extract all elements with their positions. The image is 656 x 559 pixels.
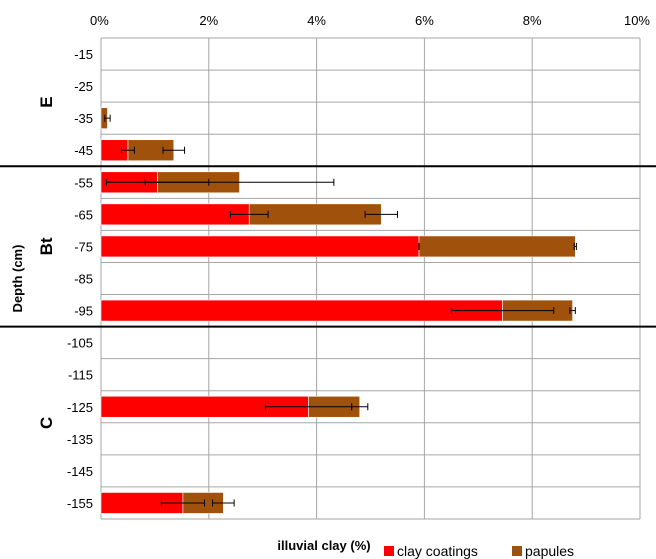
x-tick-label: 6%: [415, 13, 434, 28]
y-tick-label: -85: [74, 272, 93, 287]
bar-papules--75: [418, 235, 576, 258]
y-tick-label: -75: [74, 239, 93, 254]
y-tick-label: -145: [67, 464, 93, 479]
plot-area: [101, 38, 640, 519]
y-tick-label: -15: [74, 47, 93, 62]
y-tick-label: -55: [74, 175, 93, 190]
x-tick-label: 8%: [523, 13, 542, 28]
horizon-label-C: C: [37, 417, 56, 429]
y-tick-label: -45: [74, 143, 93, 158]
bar-clay-coatings--65: [100, 203, 250, 226]
y-tick-label: -115: [68, 368, 93, 383]
legend-swatch-clay-coatings: [384, 546, 394, 556]
horizon-label-E: E: [37, 96, 56, 107]
y-tick-label: -155: [67, 496, 93, 511]
bar-clay-coatings--75: [100, 235, 420, 258]
bar-papules--65: [248, 203, 382, 226]
x-tick-label: 10%: [624, 13, 650, 28]
y-tick-label: -105: [67, 336, 93, 351]
y-tick-label: -125: [67, 400, 93, 415]
legend-label-papules: papules: [525, 543, 574, 559]
y-tick-label: -25: [74, 79, 93, 94]
x-tick-label: 2%: [199, 13, 218, 28]
x-axis-title: illuvial clay (%): [277, 538, 370, 553]
bar-clay-coatings--95: [100, 299, 503, 322]
horizon-label-Bt: Bt: [37, 237, 56, 255]
y-tick-label: -65: [74, 207, 93, 222]
legend-swatch-papules: [512, 546, 522, 556]
y-tick-label: -95: [74, 304, 93, 319]
x-tick-label: 0%: [90, 13, 109, 28]
y-tick-label: -135: [67, 432, 93, 447]
y-axis-title: Depth (cm): [10, 245, 25, 313]
x-tick-label: 4%: [307, 13, 326, 28]
y-tick-label: -35: [74, 111, 93, 126]
legend-label-clay-coatings: clay coatings: [397, 543, 478, 559]
